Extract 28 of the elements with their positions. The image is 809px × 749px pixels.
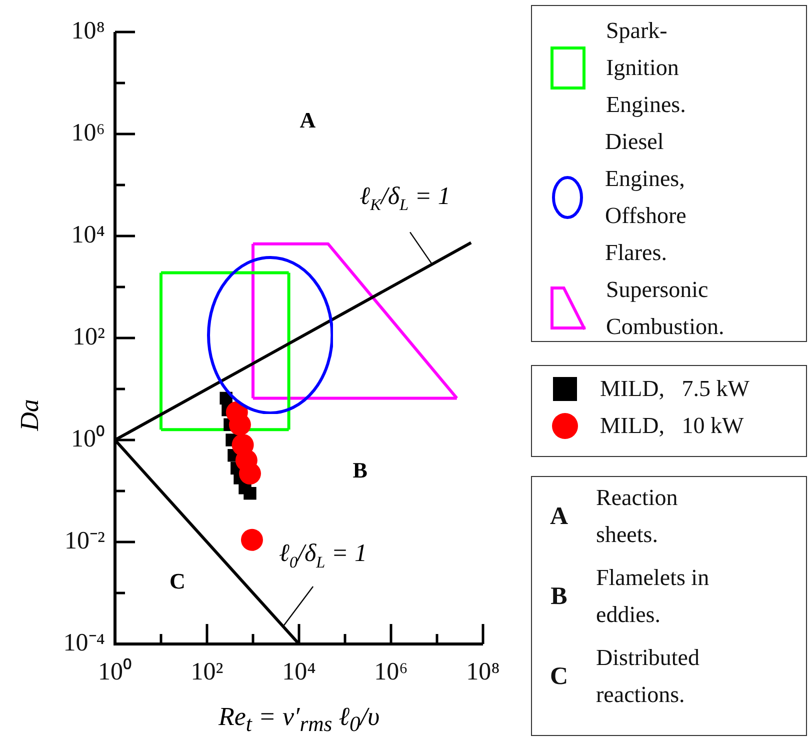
text: Distributed reactions. — [596, 644, 700, 709]
y-tick-label: 10⁶ — [71, 120, 105, 147]
y-tick-label: 10⁸ — [71, 18, 105, 45]
x-tick-label: 10⁴ — [282, 658, 316, 686]
annotation: C — [169, 568, 186, 594]
x-axis-title: Re$_{t}$ = v′$_{rms}$ ℓ$_{0}$/υ — [217, 702, 381, 738]
x-tick-label: 10⁶ — [374, 658, 408, 686]
legend-label: Supersonic Combustion. — [606, 276, 726, 341]
text: Diesel Engines, Offshore Flares. — [605, 128, 688, 267]
text: A — [548, 502, 570, 532]
y-axis-title: Da — [15, 398, 45, 434]
text: Flamelets in eddies. — [596, 564, 710, 629]
text: Reaction sheets. — [596, 484, 679, 549]
y-tick-label: 10⁰ — [71, 424, 105, 453]
x-tick-label: 10⁰ — [98, 658, 132, 686]
annotation: A — [300, 108, 316, 133]
y-tick-label: 10⁴ — [71, 222, 106, 249]
y-tick-label: 10⁻⁴ — [63, 630, 106, 657]
x-tick-label: 10² — [190, 658, 224, 686]
text: C — [548, 662, 570, 692]
x-tick-label: 10⁸ — [466, 658, 500, 686]
legend-label: MILD, 7.5 kW — [600, 375, 750, 403]
text: B — [550, 582, 568, 612]
legend-label: MILD, 10 kW — [600, 412, 744, 440]
y-tick-label: 10⁻² — [64, 528, 105, 555]
legend-label: Spark-Ignition Engines. — [606, 17, 687, 119]
annotation: B — [352, 458, 368, 483]
y-tick-label: 10² — [72, 324, 105, 351]
